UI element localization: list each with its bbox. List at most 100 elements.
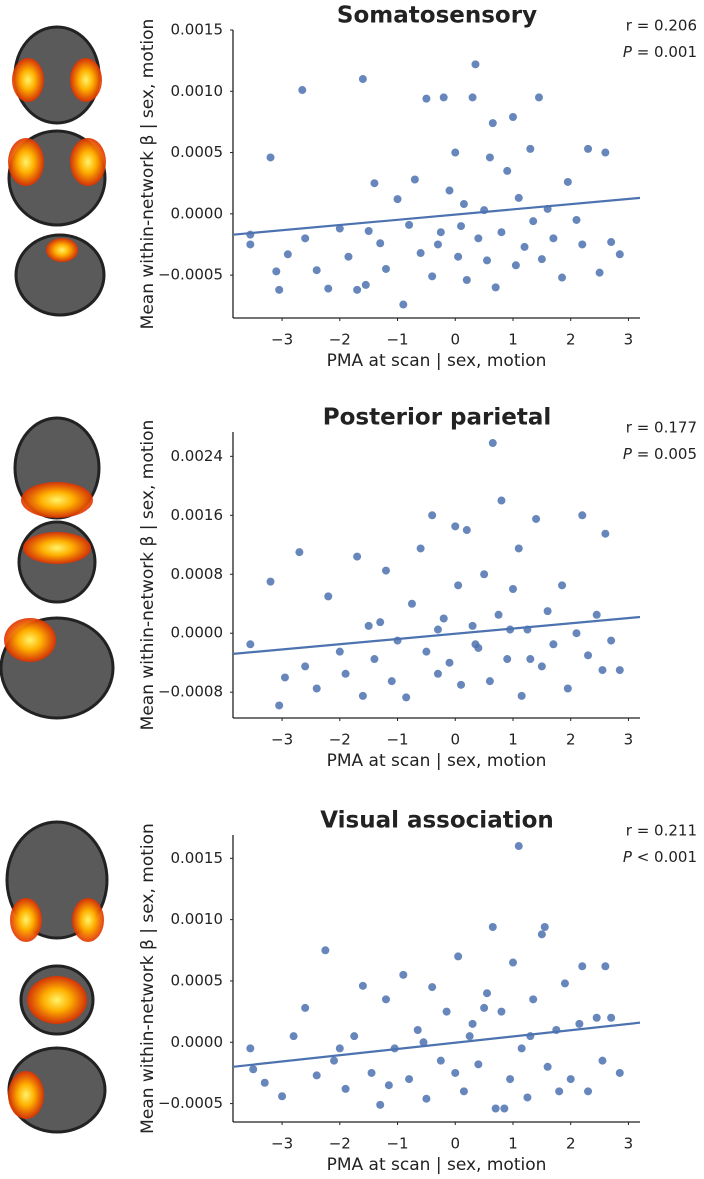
point bbox=[246, 240, 255, 249]
point bbox=[393, 195, 402, 204]
point bbox=[457, 680, 466, 689]
point bbox=[454, 581, 463, 590]
point bbox=[280, 673, 289, 682]
point bbox=[558, 273, 567, 282]
x-tick-label: 2 bbox=[566, 731, 576, 749]
y-tick-label: −0.0008 bbox=[158, 683, 223, 701]
point bbox=[607, 1013, 616, 1022]
point bbox=[485, 677, 494, 686]
point bbox=[436, 228, 445, 237]
point bbox=[381, 995, 390, 1004]
point bbox=[324, 592, 333, 601]
y-tick-label: 0.0010 bbox=[171, 910, 224, 928]
point bbox=[350, 1032, 359, 1041]
point bbox=[529, 995, 538, 1004]
point bbox=[543, 1062, 552, 1071]
x-tick-label: 3 bbox=[624, 731, 634, 749]
point bbox=[549, 640, 558, 649]
x-tick-label: −2 bbox=[329, 1135, 351, 1153]
p-symbol: P bbox=[623, 43, 633, 61]
point bbox=[529, 217, 538, 226]
point bbox=[471, 60, 480, 69]
point bbox=[534, 93, 543, 102]
point bbox=[508, 958, 517, 967]
y-tick-label: 0.0000 bbox=[171, 1033, 224, 1051]
y-axis-label: Mean within-network β | sex, motion bbox=[138, 420, 158, 731]
point bbox=[428, 983, 437, 992]
x-axis-label: PMA at scan | sex, motion bbox=[327, 1155, 547, 1175]
y-tick-label: −0.0005 bbox=[158, 1094, 223, 1112]
point bbox=[358, 75, 367, 84]
point bbox=[272, 267, 281, 276]
y-axis-label: Mean within-network β | sex, motion bbox=[138, 19, 158, 330]
point bbox=[301, 234, 310, 243]
point bbox=[367, 1068, 376, 1077]
point bbox=[497, 1007, 506, 1016]
point bbox=[615, 666, 624, 675]
point bbox=[540, 922, 549, 931]
x-axis-label: PMA at scan | sex, motion bbox=[327, 751, 547, 771]
y-tick-label: 0.0000 bbox=[171, 204, 224, 222]
x-tick-label: 2 bbox=[566, 331, 576, 349]
point bbox=[468, 1019, 477, 1028]
point bbox=[462, 526, 471, 535]
point bbox=[459, 1087, 468, 1096]
point bbox=[462, 276, 471, 285]
point bbox=[506, 1075, 515, 1084]
y-tick-label: 0.0015 bbox=[171, 849, 224, 867]
point bbox=[353, 285, 362, 294]
point bbox=[485, 153, 494, 162]
point bbox=[439, 614, 448, 623]
x-tick-label: −3 bbox=[271, 731, 293, 749]
point bbox=[353, 552, 362, 561]
point bbox=[422, 647, 431, 656]
point bbox=[278, 1092, 287, 1101]
point bbox=[491, 283, 500, 292]
panel: Visual association −0.0005 0.0000 0.0005 0.0… bbox=[138, 808, 697, 1176]
point bbox=[615, 250, 624, 259]
point bbox=[442, 1007, 451, 1016]
point bbox=[514, 842, 523, 851]
p-value: = 0.001 bbox=[632, 43, 697, 61]
point bbox=[381, 264, 390, 273]
p-symbol: P bbox=[623, 445, 633, 463]
point bbox=[598, 666, 607, 675]
y-tick-label: 0.0005 bbox=[171, 143, 224, 161]
point bbox=[324, 284, 333, 293]
point bbox=[312, 1071, 321, 1080]
point bbox=[376, 618, 385, 627]
point bbox=[275, 285, 284, 294]
point bbox=[471, 640, 480, 649]
point bbox=[584, 651, 593, 660]
point bbox=[575, 1019, 584, 1028]
x-tick-label: 3 bbox=[624, 331, 634, 349]
point bbox=[246, 640, 255, 649]
point bbox=[488, 922, 497, 931]
point bbox=[439, 93, 448, 102]
x-tick-label: 2 bbox=[566, 1135, 576, 1153]
x-tick-label: −1 bbox=[386, 1135, 408, 1153]
point bbox=[592, 610, 601, 619]
point bbox=[494, 610, 503, 619]
point bbox=[298, 86, 307, 95]
point bbox=[615, 1068, 624, 1077]
x-tick-label: −3 bbox=[271, 331, 293, 349]
panel: Somatosensory −0.0005 0.0000 0.0005 0.0010 0.… bbox=[138, 3, 697, 372]
point bbox=[301, 662, 310, 671]
stat-p: P = 0.001 bbox=[623, 43, 697, 61]
point bbox=[335, 224, 344, 233]
point bbox=[405, 1075, 414, 1084]
point bbox=[376, 239, 385, 248]
point bbox=[330, 1056, 339, 1065]
y-axis-label: Mean within-network β | sex, motion bbox=[138, 823, 158, 1134]
point bbox=[312, 266, 321, 275]
point bbox=[358, 691, 367, 700]
point bbox=[563, 177, 572, 186]
regression-line bbox=[232, 196, 641, 236]
chart-title: Somatosensory bbox=[337, 3, 537, 29]
panel: Posterior parietal −0.0008 0.0000 0.0008 0.0… bbox=[138, 405, 697, 772]
point bbox=[601, 529, 610, 538]
x-tick-label: 1 bbox=[508, 331, 518, 349]
point bbox=[511, 261, 520, 270]
regression-line bbox=[232, 615, 641, 655]
